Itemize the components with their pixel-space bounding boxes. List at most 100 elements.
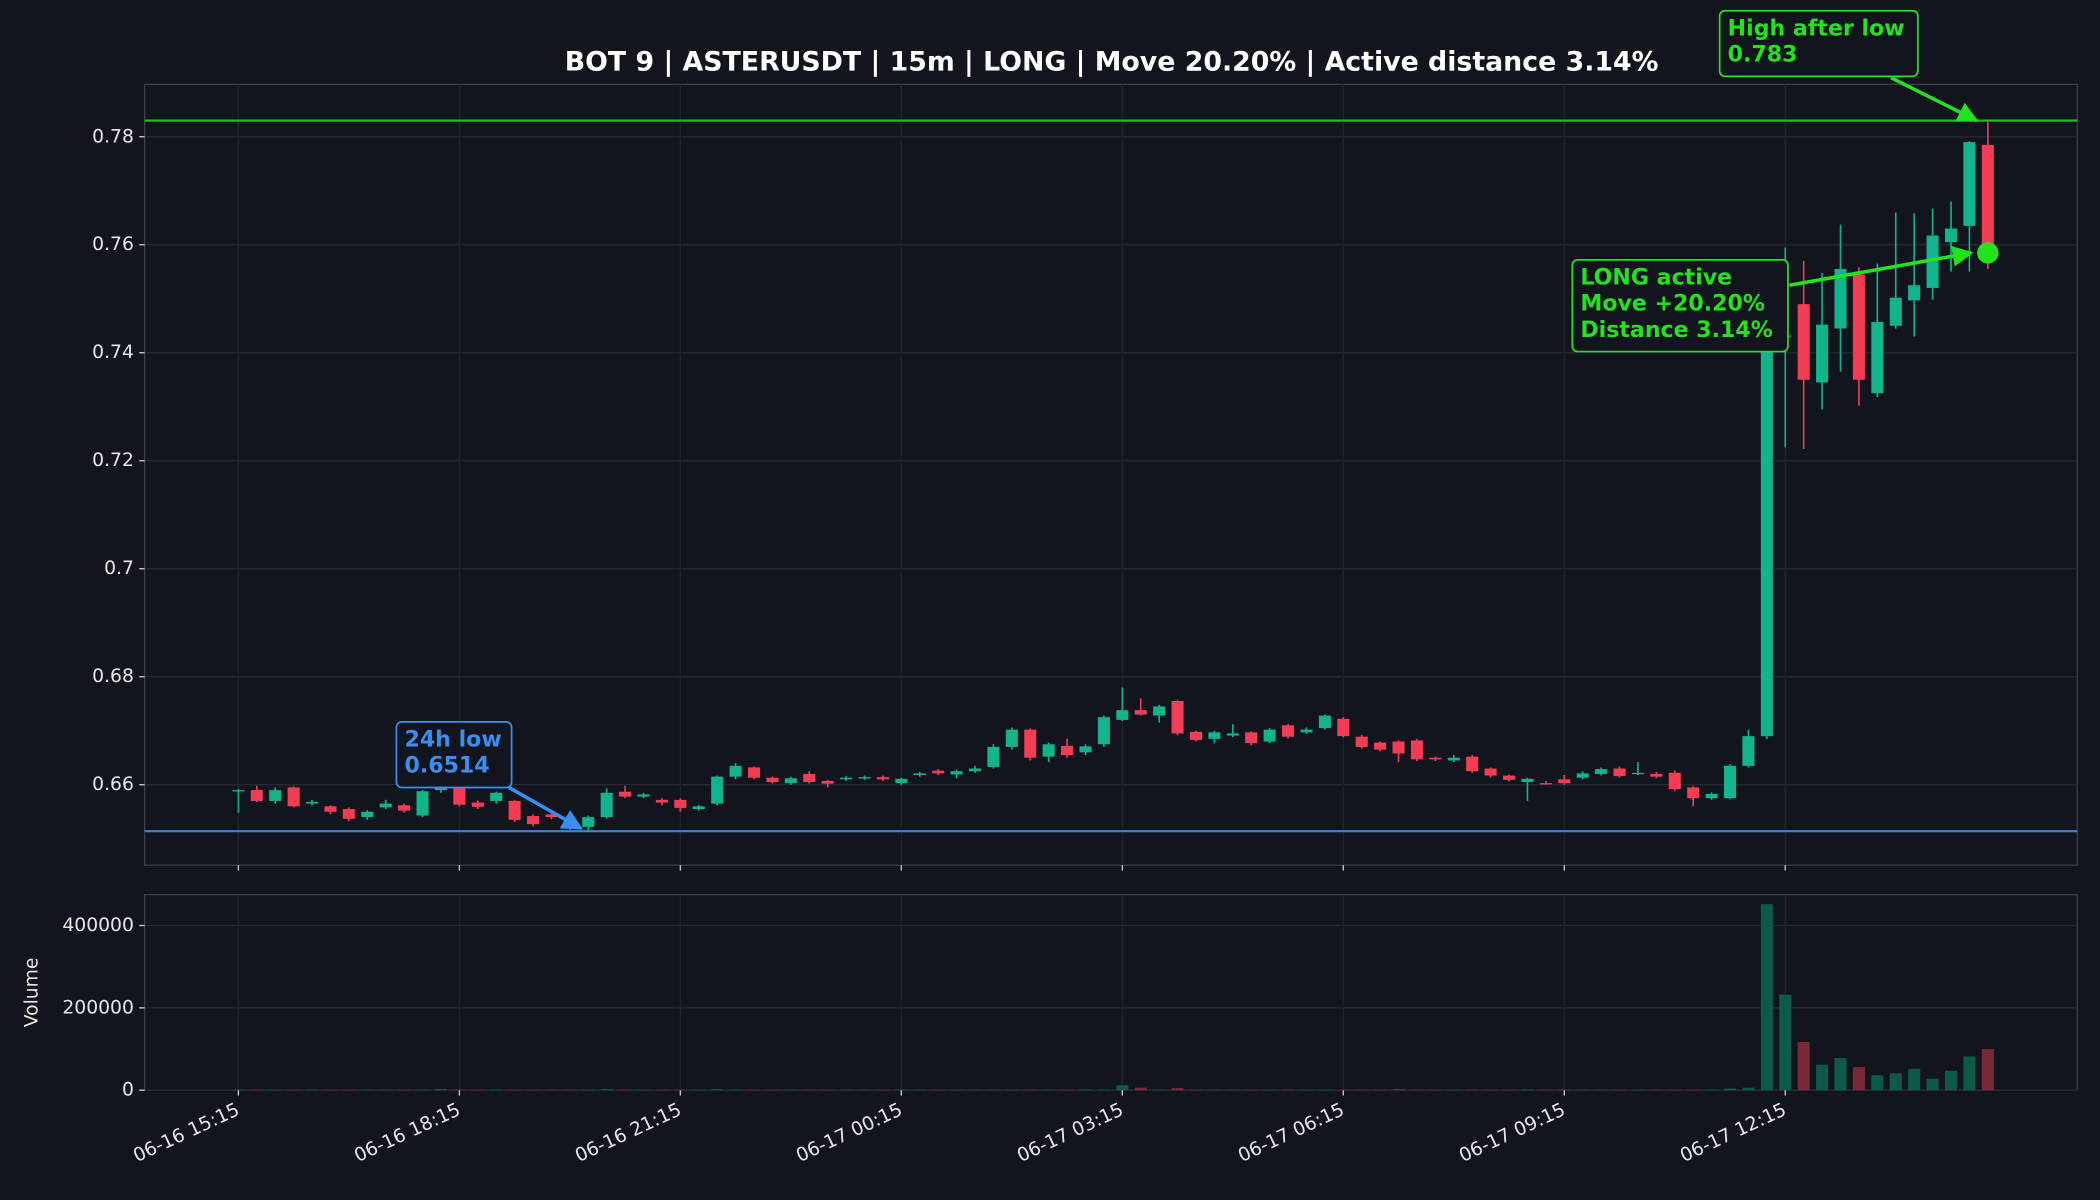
candle-body	[932, 770, 945, 774]
candle-body	[655, 799, 668, 803]
volume-bar	[766, 1089, 779, 1091]
candle-body	[840, 777, 853, 780]
volume-bar	[1779, 994, 1792, 1091]
candle-body	[453, 784, 466, 805]
volume-bar	[1852, 1067, 1865, 1091]
volume-bar	[692, 1089, 705, 1091]
candle-body	[1521, 778, 1534, 783]
candle-body	[1834, 269, 1847, 329]
y-tick-label: 0.72	[92, 450, 134, 471]
volume-bar	[1355, 1089, 1368, 1091]
volume-bar	[342, 1089, 355, 1091]
volume-bar	[1723, 1088, 1737, 1091]
candle-body	[1374, 742, 1387, 750]
volume-bar	[729, 1089, 742, 1091]
volume-bar	[453, 1089, 466, 1091]
candle-body	[1816, 324, 1829, 383]
annotation-text: Move +20.20%	[1580, 291, 1765, 317]
volume-bar	[324, 1089, 337, 1091]
volume-bar	[527, 1089, 540, 1091]
candle-body	[1318, 715, 1331, 729]
volume-bar	[1097, 1089, 1110, 1091]
candle-body	[895, 778, 908, 784]
candle-body	[1723, 765, 1737, 799]
volume-bar	[1558, 1089, 1571, 1091]
volume-bar	[1503, 1089, 1516, 1091]
candle-body	[545, 814, 558, 818]
annotation-text: 0.6514	[404, 753, 489, 779]
active-marker	[1977, 242, 1999, 264]
candle-body	[582, 817, 595, 827]
candle-body	[1484, 768, 1497, 776]
candle-body	[287, 787, 300, 807]
candle-body	[1282, 725, 1295, 737]
volume-bar	[1024, 1089, 1037, 1091]
volume-bar	[858, 1089, 871, 1091]
candle-body	[324, 806, 337, 812]
volume-bar	[582, 1089, 595, 1091]
volume-bar	[1742, 1087, 1755, 1091]
annotation-arrow	[1788, 245, 1974, 287]
candle-body	[379, 803, 392, 808]
volume-bar	[1816, 1064, 1829, 1091]
volume-bar	[1705, 1089, 1718, 1091]
candle-body	[527, 816, 540, 825]
candle-body	[803, 773, 816, 783]
volume-bar	[1410, 1089, 1423, 1091]
candle-body	[1926, 235, 1939, 288]
candle-body	[1355, 736, 1368, 747]
volume-bar	[1245, 1089, 1258, 1091]
annotation-arrow	[1890, 76, 1979, 123]
y-tick-label: 400000	[62, 915, 134, 936]
volume-bar	[784, 1089, 797, 1091]
candle-body	[398, 805, 411, 811]
candle-body	[1908, 285, 1921, 301]
candle-body	[1650, 773, 1663, 777]
volume-bar	[1908, 1068, 1921, 1091]
annotation-text: 0.783	[1728, 42, 1798, 68]
candle-body	[508, 800, 521, 820]
volume-bar	[490, 1089, 503, 1091]
volume-bar	[269, 1089, 282, 1091]
volume-bar	[232, 1089, 245, 1091]
volume-bar	[1153, 1089, 1166, 1091]
volume-bar	[1668, 1089, 1681, 1091]
candle-body	[1300, 729, 1313, 733]
volume-bar	[803, 1089, 816, 1091]
candle-body	[1742, 736, 1755, 766]
volume-bar	[1374, 1089, 1387, 1091]
candle-body	[950, 771, 963, 775]
volume-bar	[1595, 1089, 1608, 1091]
volume-bar	[1687, 1089, 1700, 1091]
volume-bar	[545, 1089, 558, 1091]
volume-bar	[1797, 1042, 1810, 1091]
volume-bar	[637, 1089, 650, 1091]
annotation-text: High after low	[1728, 15, 1905, 41]
candle-body	[1503, 775, 1516, 780]
volume-bar	[913, 1089, 926, 1091]
candle-body	[1613, 768, 1626, 777]
volume-bar	[1944, 1070, 1958, 1091]
candle-body	[1061, 745, 1074, 756]
annotation-arrow	[508, 785, 584, 830]
candle-body	[1171, 701, 1184, 734]
y-tick-label: 0.76	[92, 234, 134, 255]
candle-body	[1760, 339, 1773, 737]
candle-body	[1226, 733, 1239, 736]
candle-body	[1005, 729, 1018, 747]
volume-bar	[932, 1089, 945, 1091]
volume-bar	[306, 1089, 319, 1091]
volume-bar	[1981, 1049, 1994, 1091]
candle-body	[1042, 744, 1055, 757]
candle-body	[711, 776, 724, 804]
annotation-box	[1571, 258, 1789, 353]
volume-bar	[250, 1089, 263, 1091]
volume-bar	[1079, 1089, 1092, 1091]
candle-body	[1539, 783, 1552, 785]
volume-bar	[1429, 1089, 1442, 1091]
candle-body	[1337, 718, 1350, 737]
candle-body	[1245, 732, 1258, 744]
volume-bar	[1576, 1089, 1589, 1091]
